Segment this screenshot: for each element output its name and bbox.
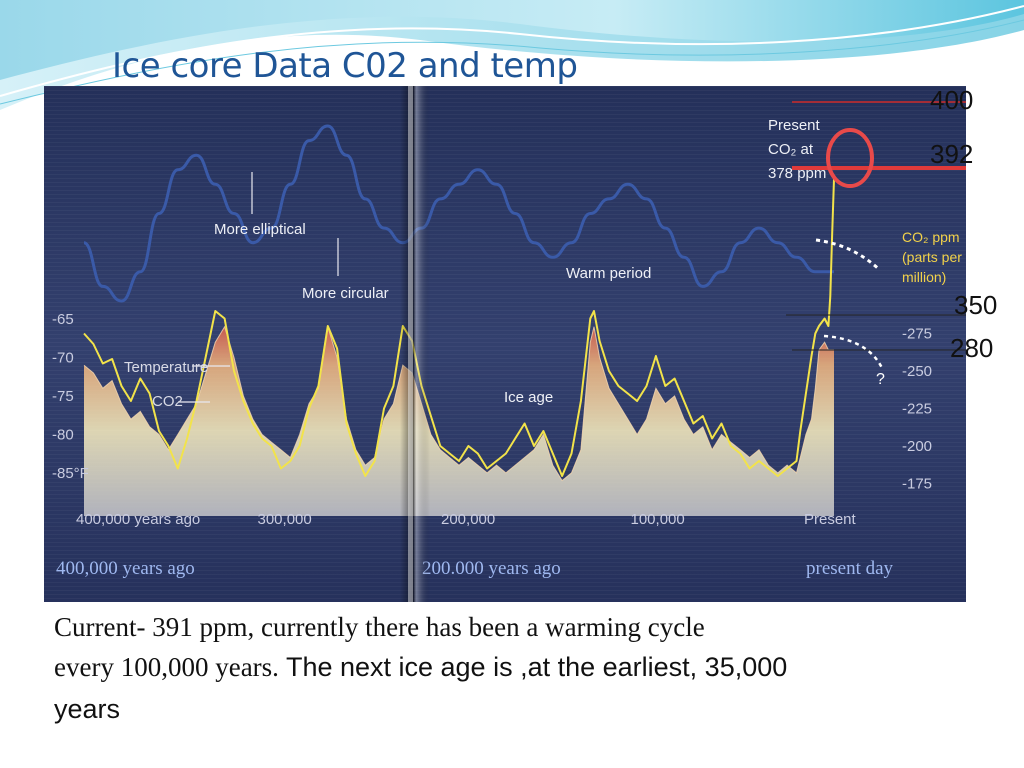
label-392: 392 (930, 139, 974, 169)
present-co2-line-3: 378 ppm (768, 165, 826, 182)
co2-axis-title: CO₂ ppm (parts per million) (902, 229, 966, 285)
slide-title: Ice core Data C02 and temp (112, 46, 578, 86)
wave-line (0, 5, 1024, 97)
orbit-eccentricity-line (83, 124, 834, 303)
projection-question-mark: ? (876, 371, 885, 388)
caption-line-1: Current- 391 ppm, currently there has be… (54, 612, 705, 642)
wave-top (0, 0, 1024, 80)
present-co2-line-2: CO₂ at (768, 141, 814, 158)
temperature-area (84, 326, 834, 516)
warm-period-label: Warm period (566, 265, 651, 282)
temperature-tick-1: -70 (52, 350, 74, 367)
x-tick-2: 200,000 (441, 511, 495, 528)
caption-line-3: years (54, 694, 121, 724)
x-tick-4: Present (804, 511, 857, 528)
temperature-tick-3: -80 (52, 427, 74, 444)
bottom-label-present: present day (806, 558, 894, 579)
x-tick-3: 100,000 (631, 511, 685, 528)
temperature-tick-0: -65 (52, 311, 74, 328)
co2-axis-title-line-2: (parts per (902, 249, 962, 265)
caption-sans-part: The next ice age is ,at the earliest, 35… (278, 652, 788, 682)
co2-line (83, 178, 835, 477)
temperature-legend-label: Temperature (124, 359, 208, 376)
temperature-tick-4: -85°F (52, 465, 89, 482)
caption-serif-part: every 100,000 years. (54, 652, 279, 682)
caption-line-2: every 100,000 years. The next ice age is… (54, 652, 787, 683)
bottom-label-200k: 200.000 years ago (422, 558, 561, 579)
co2-tick-3: -200 (902, 438, 932, 455)
page-fold-highlight (408, 86, 413, 602)
label-400: 400 (930, 85, 974, 115)
co2-tick-1: -250 (902, 363, 932, 380)
present-co2-line-1: Present (768, 117, 821, 134)
co2-axis-title-line-3: million) (902, 269, 946, 285)
x-tick-0: 400,000 years ago (76, 511, 200, 528)
present-co2-label: Present CO₂ at 378 ppm (768, 117, 826, 182)
orbit-projection-dashed (815, 238, 881, 272)
co2-tick-4: -175 (902, 476, 932, 493)
co2-tick-0: -275 (902, 326, 932, 343)
wave-line-2 (0, 19, 1024, 105)
co2-tick-2: -225 (902, 401, 932, 418)
x-tick-1: 300,000 (258, 511, 312, 528)
label-350: 350 (954, 290, 998, 320)
present-co2-circle (826, 128, 874, 188)
ice-age-label: Ice age (504, 389, 553, 406)
more-circular-label: More circular (302, 285, 389, 302)
temperature-tick-2: -75 (52, 388, 74, 405)
bottom-label-400k: 400,000 years ago (56, 558, 195, 579)
co2-axis-title-line-1: CO₂ ppm (902, 229, 960, 245)
page-fold-shadow (400, 86, 430, 602)
co2-legend-label: CO2 (152, 393, 183, 410)
more-elliptical-label: More elliptical (214, 221, 306, 238)
ice-core-chart: ? More elliptical More circular Warm per… (44, 86, 966, 602)
temperature-line (83, 325, 834, 482)
label-280: 280 (950, 333, 994, 363)
